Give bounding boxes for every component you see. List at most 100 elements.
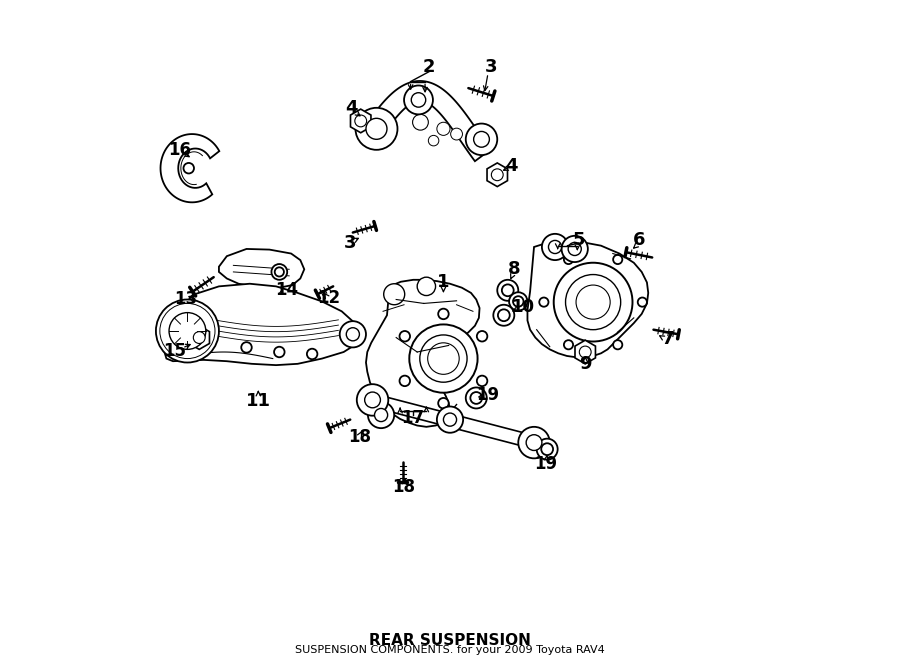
Circle shape [438, 398, 449, 408]
Circle shape [444, 413, 456, 426]
Circle shape [638, 297, 647, 307]
Circle shape [419, 335, 467, 382]
Polygon shape [366, 280, 480, 427]
Circle shape [436, 122, 450, 136]
Circle shape [554, 263, 633, 342]
Circle shape [539, 297, 548, 307]
Circle shape [493, 305, 514, 326]
Circle shape [428, 136, 439, 146]
Circle shape [541, 444, 554, 455]
Circle shape [580, 346, 591, 358]
Circle shape [466, 124, 498, 155]
Text: 7: 7 [662, 330, 674, 348]
Text: 4: 4 [346, 99, 358, 117]
Polygon shape [370, 394, 537, 449]
Circle shape [509, 292, 527, 310]
Circle shape [613, 255, 622, 264]
Circle shape [565, 275, 621, 330]
Circle shape [491, 169, 503, 181]
Text: 14: 14 [275, 281, 299, 299]
Circle shape [346, 328, 359, 341]
Circle shape [410, 324, 478, 393]
Circle shape [274, 347, 284, 357]
Text: 6: 6 [633, 232, 645, 250]
Circle shape [383, 284, 405, 305]
Text: 19: 19 [535, 455, 557, 473]
Text: 2: 2 [423, 58, 436, 76]
Circle shape [400, 375, 410, 386]
Circle shape [307, 349, 318, 359]
Circle shape [542, 234, 568, 260]
Polygon shape [366, 81, 490, 161]
Circle shape [576, 285, 610, 319]
Circle shape [418, 277, 436, 295]
Circle shape [241, 342, 252, 353]
Circle shape [366, 118, 387, 139]
Polygon shape [160, 134, 220, 203]
Circle shape [473, 132, 490, 147]
Circle shape [412, 115, 428, 130]
Circle shape [272, 264, 287, 280]
Circle shape [477, 331, 487, 342]
Text: 18: 18 [348, 428, 371, 446]
Text: 11: 11 [246, 392, 271, 410]
Text: REAR SUSPENSION: REAR SUSPENSION [369, 634, 531, 648]
Circle shape [471, 392, 482, 404]
Circle shape [451, 128, 463, 140]
Circle shape [374, 408, 388, 422]
Circle shape [156, 299, 219, 363]
Circle shape [564, 255, 573, 264]
Text: 5: 5 [572, 232, 585, 250]
Polygon shape [527, 240, 648, 357]
Text: 17: 17 [401, 408, 425, 426]
Circle shape [436, 406, 464, 433]
Circle shape [536, 439, 558, 459]
Circle shape [368, 402, 394, 428]
Circle shape [184, 163, 194, 173]
Circle shape [477, 375, 487, 386]
Text: 13: 13 [175, 291, 198, 308]
Text: 9: 9 [579, 355, 591, 373]
Circle shape [518, 427, 550, 458]
Text: 4: 4 [506, 157, 518, 175]
Circle shape [356, 384, 388, 416]
Circle shape [548, 240, 562, 254]
Polygon shape [189, 326, 210, 350]
Text: 12: 12 [318, 289, 341, 307]
Polygon shape [487, 163, 508, 187]
Circle shape [339, 321, 366, 348]
Circle shape [428, 343, 459, 374]
Circle shape [568, 242, 581, 256]
Circle shape [356, 108, 398, 150]
Polygon shape [219, 249, 304, 288]
Circle shape [564, 340, 573, 350]
Circle shape [404, 85, 433, 115]
Circle shape [364, 392, 381, 408]
Circle shape [400, 331, 410, 342]
Text: 3: 3 [484, 58, 497, 76]
Polygon shape [165, 284, 358, 365]
Text: 1: 1 [437, 273, 450, 291]
Polygon shape [575, 340, 596, 364]
Text: 16: 16 [168, 141, 191, 159]
Text: 19: 19 [476, 386, 500, 404]
Text: 8: 8 [508, 260, 520, 278]
Text: 3: 3 [344, 234, 356, 252]
Circle shape [169, 312, 206, 350]
Circle shape [411, 93, 426, 107]
Circle shape [498, 309, 509, 321]
Circle shape [613, 340, 622, 350]
Text: SUSPENSION COMPONENTS. for your 2009 Toyota RAV4: SUSPENSION COMPONENTS. for your 2009 Toy… [295, 645, 605, 655]
Text: 10: 10 [510, 299, 534, 316]
Text: 15: 15 [163, 342, 185, 359]
Circle shape [513, 296, 524, 307]
Polygon shape [350, 109, 371, 133]
Circle shape [466, 387, 487, 408]
Circle shape [502, 285, 514, 296]
Circle shape [274, 267, 284, 277]
Circle shape [562, 236, 588, 262]
Text: 18: 18 [392, 478, 416, 496]
Circle shape [526, 435, 542, 450]
Circle shape [498, 280, 518, 301]
Circle shape [438, 308, 449, 319]
